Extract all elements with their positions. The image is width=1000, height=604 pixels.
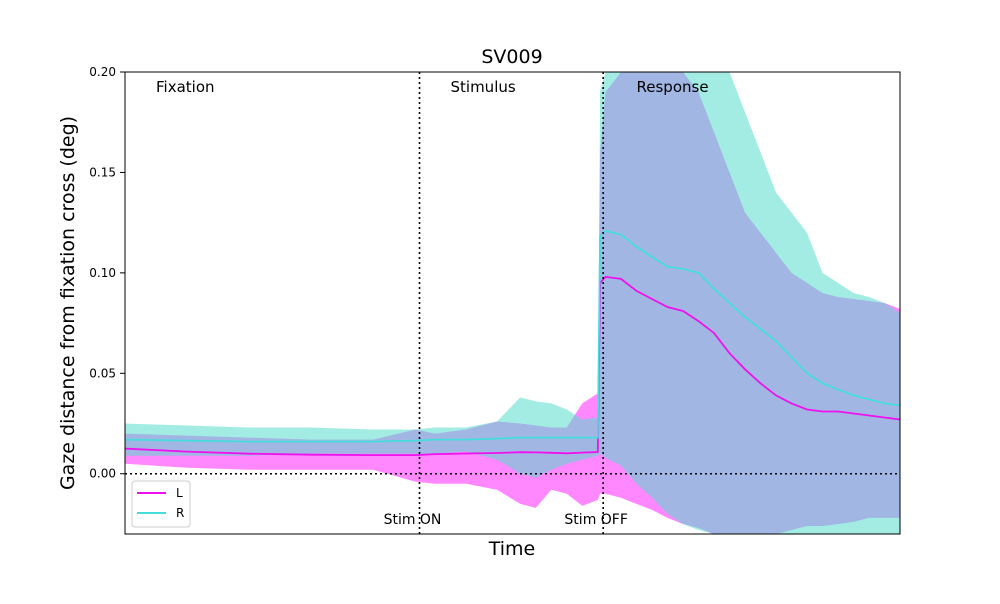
chart-title: SV009: [481, 46, 542, 68]
event-label-0: Stim ON: [384, 512, 442, 528]
x-axis-label: Time: [488, 538, 536, 560]
legend: L R: [131, 480, 191, 528]
y-tick-label: 0.15: [89, 165, 116, 179]
event-label-1: Stim OFF: [564, 512, 627, 528]
y-axis: 0.00 0.05 0.10 0.15 0.20: [89, 65, 125, 481]
reference-lines: [125, 72, 900, 534]
y-axis-label: Gaze distance from fixation cross (deg): [57, 116, 79, 490]
band-r: [125, 72, 900, 534]
y-tick-label: 0.05: [89, 366, 116, 380]
line-l: [125, 275, 900, 457]
phase-label-0: Fixation: [156, 78, 215, 96]
plot-area-frame: [124, 71, 901, 535]
phase-label-1: Stimulus: [451, 78, 516, 96]
confidence-bands: [125, 72, 900, 534]
event-labels: Stim ON Stim OFF: [384, 512, 628, 528]
phase-label-2: Response: [637, 78, 709, 96]
y-tick-label: 0.10: [89, 266, 116, 280]
line-r: [125, 229, 900, 443]
y-tick-label: 0.20: [89, 65, 116, 79]
y-tick-label: 0.00: [89, 467, 116, 481]
mean-lines: [125, 229, 900, 457]
phase-labels: Fixation Stimulus Response: [156, 78, 709, 96]
legend-label-r: R: [176, 506, 184, 520]
legend-label-l: L: [176, 486, 183, 500]
